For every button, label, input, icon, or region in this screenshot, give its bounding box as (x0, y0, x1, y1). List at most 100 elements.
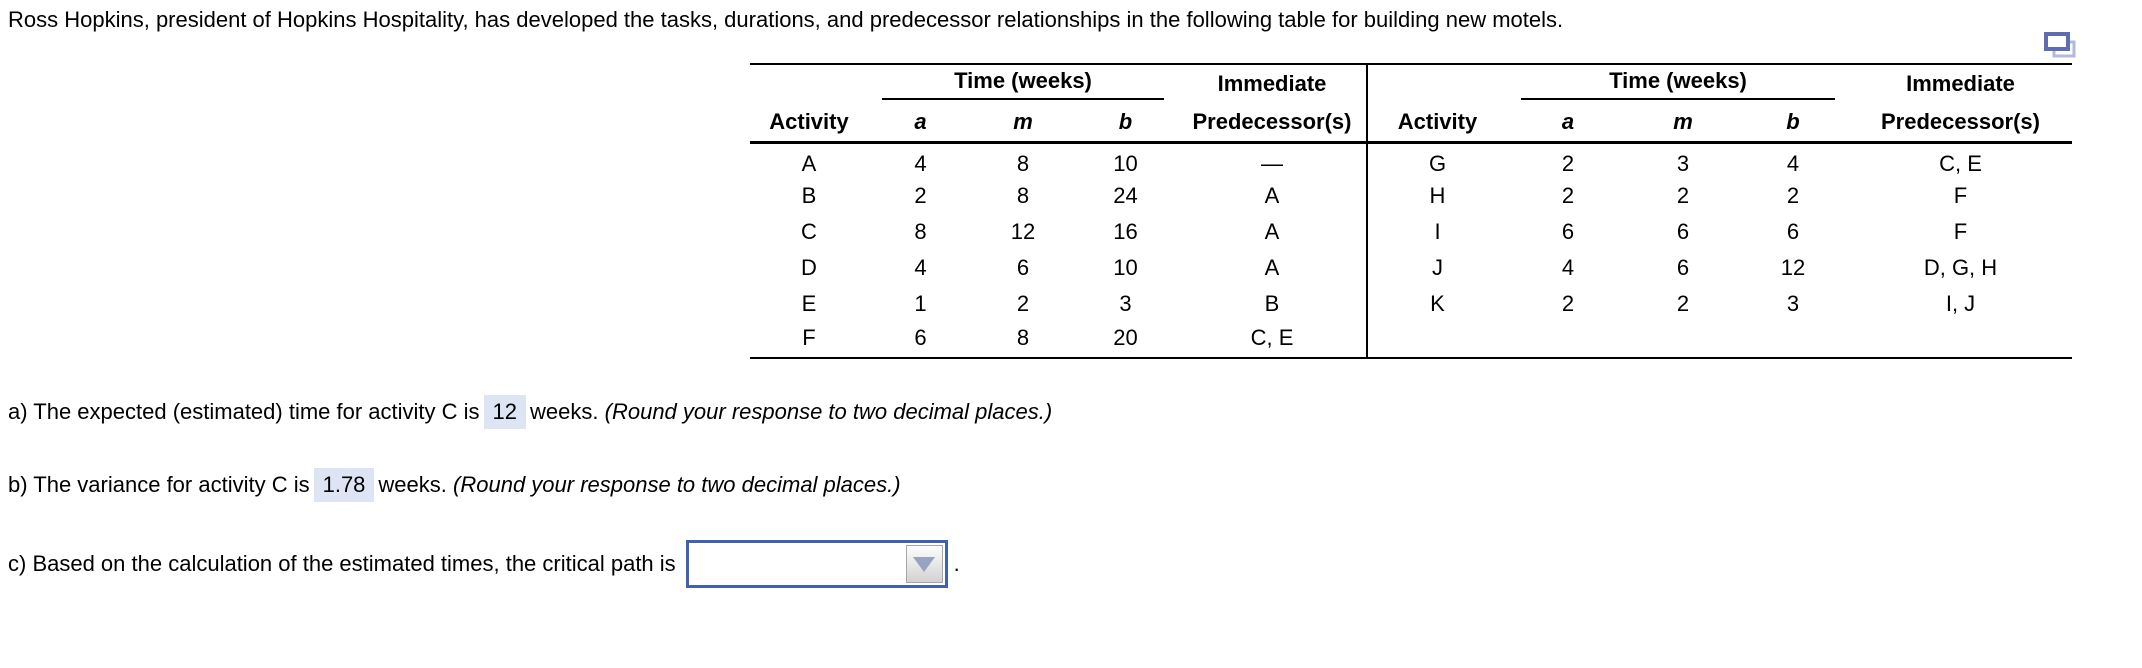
table-row: A 4 8 10 — G 2 3 4 C, E (750, 142, 2072, 178)
cell-m: 8 (973, 322, 1073, 359)
cell-m: 3 (1676, 150, 1690, 176)
cell-b: 4 (1786, 150, 1800, 176)
duplicate-icon-graphic (2044, 32, 2076, 58)
table-row: E 1 2 3 B K 2 2 3 I, J (750, 286, 2072, 322)
cell-activity: E (801, 291, 817, 316)
cell-m: 2 (1676, 291, 1690, 316)
cell-pred: C, E (1939, 150, 1982, 176)
cell-pred: C, E (1178, 322, 1367, 359)
cell-pred: D, G, H (1923, 255, 1998, 280)
question-a-answer-value: 12 (483, 395, 527, 429)
critical-path-dropdown[interactable] (685, 540, 948, 588)
cell-m: 6 (1676, 219, 1690, 244)
header-m-left: m (973, 103, 1073, 144)
cell-m: 2 (1016, 291, 1030, 316)
cell-m: 6 (1676, 255, 1690, 280)
cell-pred: A (1264, 183, 1280, 208)
cell-pred: A (1264, 255, 1280, 280)
cell-b: 3 (1119, 291, 1132, 316)
cell-pred: F (1953, 183, 1968, 208)
header-spacer (750, 63, 868, 103)
cell-b: 10 (1113, 255, 1138, 280)
cell-b: 20 (1073, 322, 1178, 359)
cell-m: 6 (1016, 255, 1030, 280)
cell-activity: A (801, 150, 817, 176)
cell-activity: I (1366, 214, 1507, 250)
cell-pred: I, J (1945, 291, 1976, 316)
cell-m: 8 (1016, 183, 1030, 208)
header-activity-left: Activity (750, 103, 868, 144)
cell-pred: — (1261, 150, 1283, 176)
header-spacer (1366, 63, 1507, 103)
cell-activity: G (1366, 142, 1507, 178)
cell-b: 3 (1786, 291, 1800, 316)
cell-activity (1366, 322, 1507, 359)
cell-a: 8 (914, 219, 927, 244)
cell-a: 1 (914, 291, 927, 316)
cell-activity: H (1366, 178, 1507, 214)
cell-pred: B (1264, 291, 1280, 316)
cell-activity: B (801, 183, 817, 208)
header-activity-right: Activity (1366, 103, 1507, 144)
question-a-units: weeks. (530, 399, 599, 424)
cell-activity: C (801, 219, 817, 244)
question-b-text: b) The variance for activity C is (8, 472, 310, 497)
cell-activity: J (1366, 250, 1507, 286)
cell-m: 12 (1010, 219, 1036, 244)
header-a-left: a (868, 103, 973, 144)
cell-a: 4 (914, 150, 927, 176)
header-time-weeks-right: Time (weeks) (1507, 63, 1849, 103)
cell-b: 12 (1780, 255, 1806, 280)
dropdown-button[interactable] (905, 545, 943, 583)
cell-b: 2 (1786, 183, 1800, 208)
question-b-units: weeks. (378, 472, 447, 497)
cell-pred: A (1264, 219, 1280, 244)
problem-statement: Ross Hopkins, president of Hopkins Hospi… (8, 7, 1564, 32)
cell-a: 6 (868, 322, 973, 359)
question-b: b) The variance for activity C is 1.78 wee… (8, 468, 901, 502)
question-c: c) Based on the calculation of the estim… (8, 536, 960, 592)
question-b-answer-value: 1.78 (313, 468, 375, 502)
question-a-text: a) The expected (estimated) time for act… (8, 399, 480, 424)
question-c-text: c) Based on the calculation of the estim… (8, 551, 676, 576)
question-a-note: (Round your response to two decimal plac… (604, 399, 1053, 424)
cell-a: 4 (1561, 255, 1575, 280)
header-predecessors-right: Predecessor(s) (1849, 103, 2072, 144)
chevron-down-icon (913, 556, 936, 572)
header-immediate-left: Immediate (1178, 63, 1367, 103)
cell-activity: F (750, 322, 868, 359)
cell-a: 6 (1561, 219, 1575, 244)
cell-a: 2 (1561, 291, 1575, 316)
cell-b: 24 (1113, 183, 1138, 208)
question-b-note: (Round your response to two decimal plac… (453, 472, 901, 497)
header-m-right: m (1629, 103, 1737, 144)
table-row: F 6 8 20 C, E (750, 322, 2072, 359)
cell-a: 2 (1561, 150, 1575, 176)
cell-a: 4 (914, 255, 927, 280)
cell-b: 6 (1786, 219, 1800, 244)
table-row: D 4 6 10 A J 4 6 12 D, G, H (750, 250, 2072, 286)
cell-m (1629, 322, 1737, 359)
header-b-left: b (1073, 103, 1178, 144)
table-header-row-2: Activity a m b Predecessor(s) Activity a… (750, 103, 2072, 144)
header-time-weeks-left: Time (weeks) (868, 63, 1178, 103)
activity-table: Time (weeks) Immediate Time (weeks) Imme… (750, 63, 2072, 359)
header-b-right: b (1737, 103, 1849, 144)
question-a: a) The expected (estimated) time for act… (8, 395, 1052, 429)
table-row: B 2 8 24 A H 2 2 2 F (750, 178, 2072, 214)
table-header-row-1: Time (weeks) Immediate Time (weeks) Imme… (750, 63, 2072, 103)
cell-pred (1849, 322, 2072, 359)
cell-a: 2 (1561, 183, 1575, 208)
header-a-right: a (1507, 103, 1629, 144)
cell-m: 2 (1676, 183, 1690, 208)
header-immediate-right: Immediate (1849, 63, 2072, 103)
cell-activity: K (1366, 286, 1507, 322)
cell-activity: D (801, 255, 817, 280)
duplicate-question-icon[interactable] (2044, 31, 2078, 61)
cell-b: 16 (1113, 219, 1138, 244)
cell-b (1737, 322, 1849, 359)
cell-pred: F (1953, 219, 1968, 244)
cell-a (1507, 322, 1629, 359)
table-row: C 8 12 16 A I 6 6 6 F (750, 214, 2072, 250)
